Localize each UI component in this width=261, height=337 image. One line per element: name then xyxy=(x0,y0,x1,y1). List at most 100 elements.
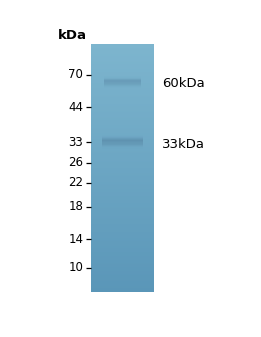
Bar xyxy=(91,184,154,185)
Bar xyxy=(91,208,154,209)
Bar xyxy=(91,235,154,236)
Text: 14: 14 xyxy=(68,233,83,246)
Bar xyxy=(91,226,154,228)
Bar xyxy=(91,118,154,119)
Bar xyxy=(91,275,154,276)
Bar xyxy=(91,271,154,272)
Bar xyxy=(91,284,154,285)
Bar xyxy=(91,230,154,231)
Bar xyxy=(91,181,154,182)
Bar xyxy=(102,142,143,143)
Bar xyxy=(91,61,154,62)
Bar xyxy=(91,97,154,98)
Bar xyxy=(91,174,154,175)
Bar xyxy=(91,54,154,55)
Bar xyxy=(91,72,154,73)
Bar xyxy=(91,287,154,288)
Bar xyxy=(91,82,154,83)
Text: 10: 10 xyxy=(68,262,83,274)
Bar xyxy=(91,136,154,137)
Bar xyxy=(91,188,154,189)
Bar xyxy=(91,172,154,173)
Bar xyxy=(91,177,154,178)
Bar xyxy=(91,45,154,46)
Bar xyxy=(91,114,154,115)
Bar xyxy=(91,219,154,220)
Bar xyxy=(102,146,143,147)
Bar xyxy=(91,142,154,143)
Bar xyxy=(91,150,154,151)
Bar xyxy=(91,111,154,112)
Bar xyxy=(91,155,154,156)
Bar xyxy=(91,90,154,91)
Bar xyxy=(91,99,154,100)
Bar xyxy=(91,189,154,190)
Bar xyxy=(91,171,154,172)
Bar xyxy=(91,192,154,193)
Bar xyxy=(91,123,154,124)
Bar xyxy=(91,270,154,272)
Bar xyxy=(91,61,154,62)
Bar xyxy=(91,127,154,129)
Bar xyxy=(91,261,154,262)
Bar xyxy=(91,147,154,148)
Bar xyxy=(91,204,154,205)
Bar xyxy=(91,232,154,233)
Bar xyxy=(91,86,154,87)
Bar xyxy=(91,67,154,68)
Bar xyxy=(91,213,154,214)
Bar xyxy=(91,83,154,84)
Bar xyxy=(91,278,154,279)
Bar xyxy=(91,87,154,88)
Bar xyxy=(91,147,154,148)
Bar xyxy=(91,176,154,177)
Bar xyxy=(91,84,154,85)
Bar xyxy=(91,196,154,197)
Bar xyxy=(91,224,154,225)
Bar xyxy=(91,63,154,64)
Bar xyxy=(91,175,154,176)
Bar xyxy=(91,51,154,52)
Bar xyxy=(91,225,154,226)
Bar xyxy=(91,273,154,274)
Bar xyxy=(91,280,154,281)
Bar xyxy=(91,285,154,286)
Bar xyxy=(91,212,154,213)
Bar xyxy=(91,228,154,229)
Bar xyxy=(91,184,154,186)
Bar xyxy=(91,160,154,161)
Bar xyxy=(91,105,154,106)
Bar xyxy=(91,100,154,101)
Bar xyxy=(91,70,154,71)
Bar xyxy=(91,73,154,74)
Bar xyxy=(102,135,143,136)
Bar xyxy=(91,274,154,275)
Bar xyxy=(91,103,154,104)
Bar xyxy=(91,93,154,94)
Bar xyxy=(91,275,154,276)
Bar xyxy=(91,148,154,149)
Bar xyxy=(91,261,154,263)
Bar xyxy=(91,108,154,109)
Bar xyxy=(102,141,143,142)
Bar xyxy=(91,142,154,144)
Bar xyxy=(91,159,154,160)
Bar xyxy=(91,241,154,242)
Bar xyxy=(91,187,154,188)
Bar xyxy=(91,52,154,54)
Bar xyxy=(91,200,154,201)
Bar xyxy=(91,104,154,105)
Bar xyxy=(91,48,154,49)
Bar xyxy=(91,209,154,210)
Bar xyxy=(91,157,154,158)
Text: 33kDa: 33kDa xyxy=(162,138,205,151)
Bar xyxy=(91,260,154,261)
Bar xyxy=(91,165,154,166)
Bar xyxy=(91,179,154,180)
Bar xyxy=(102,144,143,145)
Bar xyxy=(91,221,154,222)
Bar xyxy=(91,265,154,266)
Bar xyxy=(91,130,154,131)
Text: kDa: kDa xyxy=(58,29,87,42)
Bar xyxy=(102,139,143,140)
